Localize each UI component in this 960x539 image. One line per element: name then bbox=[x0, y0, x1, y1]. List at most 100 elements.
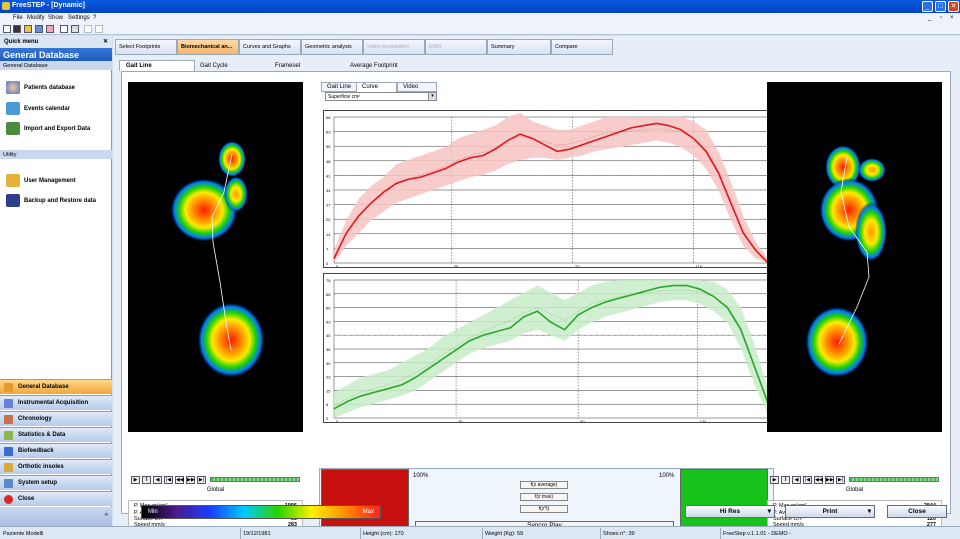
print-icon[interactable] bbox=[71, 25, 79, 33]
chevron-down-icon[interactable]: ▾ bbox=[867, 508, 871, 515]
first-frame-button[interactable]: |◀ bbox=[803, 476, 812, 484]
left-global-label: Global bbox=[206, 487, 225, 493]
section-utility: Utility bbox=[0, 150, 112, 159]
menu-settings[interactable]: Settings bbox=[68, 15, 90, 21]
subtab-frameset[interactable]: Frameset bbox=[275, 63, 301, 69]
open-icon[interactable] bbox=[13, 25, 21, 33]
x-tick-label: 134 bbox=[699, 419, 706, 423]
chart-tab-gait-line[interactable]: Gait Line bbox=[321, 82, 358, 92]
status-shoes: Shoes n°: 39 bbox=[603, 531, 635, 537]
first-frame-button[interactable]: |◀ bbox=[164, 476, 173, 484]
status-bar: Paziente Modelli 19/12/1981 Height (cm):… bbox=[0, 526, 960, 539]
maximize-button[interactable]: □ bbox=[935, 1, 946, 12]
new-icon[interactable] bbox=[3, 25, 11, 33]
nav-overflow: » bbox=[0, 507, 112, 526]
step-back-button[interactable]: ◀ bbox=[792, 476, 801, 484]
status-height: Height (cm): 170 bbox=[363, 531, 404, 537]
print-button[interactable]: Print ▾ bbox=[785, 505, 875, 518]
sidebar-item-patients[interactable]: Patients database bbox=[24, 85, 76, 91]
nav-chronology[interactable]: Chronology bbox=[0, 411, 112, 426]
play-button[interactable]: ▶ bbox=[131, 476, 140, 484]
sidebar-item-backup[interactable]: Backup and Restore data bbox=[24, 198, 97, 204]
close-window-button[interactable]: ✕ bbox=[948, 1, 959, 12]
chart-tab-curve[interactable]: Curve bbox=[356, 82, 397, 92]
menu-show[interactable]: Show bbox=[48, 15, 64, 21]
stat-label: Surface cm² bbox=[134, 516, 164, 522]
menu-help[interactable]: ? bbox=[93, 15, 97, 21]
menu-file[interactable]: File bbox=[13, 15, 23, 21]
minimize-button[interactable]: _ bbox=[922, 1, 933, 12]
mdi-restore-icon[interactable]: ▫ bbox=[940, 15, 943, 21]
fz-average-button[interactable]: f(z average) bbox=[520, 481, 568, 489]
right-footprint-heatmap bbox=[805, 145, 887, 378]
rewind-button[interactable]: ◀◀ bbox=[814, 476, 823, 484]
insole-icon bbox=[4, 463, 13, 472]
backup-icon bbox=[6, 194, 20, 207]
play-button[interactable]: ▶ bbox=[770, 476, 779, 484]
close-button[interactable]: Close bbox=[887, 505, 947, 518]
frame-slider[interactable] bbox=[849, 477, 939, 482]
chevron-down-icon[interactable]: ▾ bbox=[428, 93, 436, 100]
tab-compare[interactable]: Compare bbox=[551, 39, 613, 55]
nav-biofeedback[interactable]: Biofeedback bbox=[0, 443, 112, 458]
folder-icon[interactable] bbox=[24, 25, 32, 33]
mdi-minimize-icon[interactable]: _ bbox=[928, 15, 932, 21]
curve-type-value: Superficie cm² bbox=[328, 94, 360, 100]
print-preview-icon[interactable] bbox=[60, 25, 68, 33]
pause-button[interactable]: ‖ bbox=[781, 476, 790, 484]
x-tick-label: 38 bbox=[454, 264, 459, 268]
step-back-button[interactable]: ◀ bbox=[153, 476, 162, 484]
copy-icon[interactable] bbox=[84, 25, 92, 33]
content-panel: ▶ ‖ ◀ |◀ ◀◀ ▶▶ ▶| Global P. Max gr/cm²19… bbox=[121, 71, 951, 531]
hi-res-button[interactable]: Hi Res ▾ bbox=[685, 505, 775, 518]
paste-icon[interactable] bbox=[95, 25, 103, 33]
nav-system-setup[interactable]: System setup bbox=[0, 475, 112, 490]
print-label: Print bbox=[822, 508, 838, 515]
tab-geometric-analysis[interactable]: Geometric analysis bbox=[301, 39, 363, 55]
y-tick-label: 41 bbox=[326, 173, 331, 178]
nav-general-database[interactable]: General Database bbox=[0, 379, 112, 394]
sidebar-item-users[interactable]: User Management bbox=[24, 178, 76, 184]
forward-button[interactable]: ▶▶ bbox=[825, 476, 834, 484]
curve-type-select[interactable]: Superficie cm² ▾ bbox=[325, 92, 437, 101]
chevron-down-icon[interactable]: ▾ bbox=[767, 508, 771, 515]
compare-strip: 100% 100% f(z average) f(z max) f(z*t) S… bbox=[319, 468, 774, 531]
tab-biomechanical[interactable]: Biomechanical an... bbox=[177, 39, 239, 55]
chevron-down-icon[interactable]: » bbox=[104, 512, 108, 518]
pin-icon[interactable]: ✕ bbox=[102, 39, 108, 45]
tab-curves-graphs[interactable]: Curves and Graphs bbox=[239, 39, 301, 55]
nav-close[interactable]: Close bbox=[0, 491, 112, 506]
tab-summary[interactable]: Summary bbox=[487, 39, 551, 55]
sidebar-item-events[interactable]: Events calendar bbox=[24, 106, 71, 112]
tab-emg[interactable]: EMG bbox=[425, 39, 487, 55]
rewind-button[interactable]: ◀◀ bbox=[175, 476, 184, 484]
last-frame-button[interactable]: ▶| bbox=[836, 476, 845, 484]
last-frame-button[interactable]: ▶| bbox=[197, 476, 206, 484]
frame-slider[interactable] bbox=[210, 477, 300, 482]
nav-label: Biofeedback bbox=[18, 448, 54, 454]
subtab-gait-line[interactable]: Gait Line bbox=[119, 60, 195, 71]
mdi-close-icon[interactable]: × bbox=[950, 15, 954, 21]
forward-button[interactable]: ▶▶ bbox=[186, 476, 195, 484]
stat-row: Speed mm/s 283 bbox=[134, 522, 297, 529]
nav-instrumental-acquisition[interactable]: Instrumental Acquisition bbox=[0, 395, 112, 410]
pressure-curve-left: 68 63 55 48 41 34 27 20 14 7 0 0 38 77 116 bbox=[323, 110, 769, 268]
x-tick-label: 116 bbox=[696, 264, 703, 268]
chart-tab-video[interactable]: Video bbox=[397, 82, 437, 92]
fz-max-button[interactable]: f(z max) bbox=[520, 493, 568, 501]
sidebar-item-import-export[interactable]: Import and Export Data bbox=[24, 126, 91, 132]
cut-icon[interactable] bbox=[46, 25, 54, 33]
subtab-average-footprint[interactable]: Average Footprint bbox=[350, 63, 398, 69]
nav-statistics[interactable]: Statistics & Data bbox=[0, 427, 112, 442]
fzt-button[interactable]: f(z*t) bbox=[520, 505, 568, 513]
nav-orthotic-insoles[interactable]: Orthotic insoles bbox=[0, 459, 112, 474]
status-weight: Weight (Kg): 59 bbox=[485, 531, 524, 537]
subtab-gait-cycle[interactable]: Gait Cycle bbox=[200, 63, 228, 69]
pause-button[interactable]: ‖ bbox=[142, 476, 151, 484]
tab-video-acquisition[interactable]: Video Acquisition bbox=[363, 39, 425, 55]
menu-modify[interactable]: Modify bbox=[27, 15, 45, 21]
save-icon[interactable] bbox=[35, 25, 43, 33]
right-color-box bbox=[680, 469, 768, 531]
tab-select-footprints[interactable]: Select Footprints bbox=[115, 39, 177, 55]
main-area: Select Footprints Biomechanical an... Cu… bbox=[113, 36, 960, 531]
